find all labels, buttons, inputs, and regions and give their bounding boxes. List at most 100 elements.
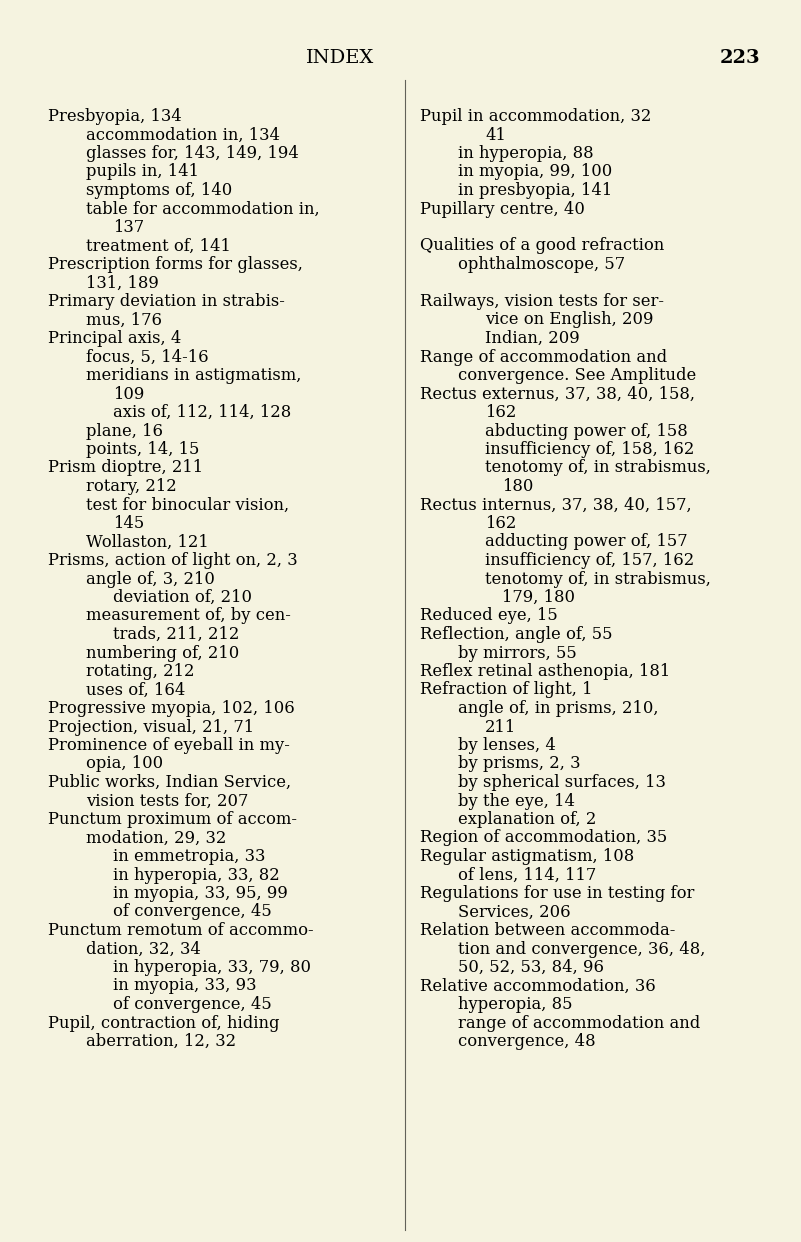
Text: of lens, 114, 117: of lens, 114, 117 bbox=[458, 867, 596, 883]
Text: Punctum remotum of accommo-: Punctum remotum of accommo- bbox=[48, 922, 314, 939]
Text: Regular astigmatism, 108: Regular astigmatism, 108 bbox=[420, 848, 634, 864]
Text: Regulations for use in testing for: Regulations for use in testing for bbox=[420, 886, 694, 902]
Text: Principal axis, 4: Principal axis, 4 bbox=[48, 330, 181, 347]
Text: plane, 16: plane, 16 bbox=[86, 422, 163, 440]
Text: treatment of, 141: treatment of, 141 bbox=[86, 237, 231, 255]
Text: Pupil, contraction of, hiding: Pupil, contraction of, hiding bbox=[48, 1015, 280, 1032]
Text: convergence, 48: convergence, 48 bbox=[458, 1033, 596, 1049]
Text: modation, 29, 32: modation, 29, 32 bbox=[86, 830, 227, 847]
Text: 179, 180: 179, 180 bbox=[502, 589, 575, 606]
Text: Projection, visual, 21, 71: Projection, visual, 21, 71 bbox=[48, 719, 254, 735]
Text: in myopia, 33, 95, 99: in myopia, 33, 95, 99 bbox=[113, 886, 288, 902]
Text: of convergence, 45: of convergence, 45 bbox=[113, 903, 272, 920]
Text: vice on English, 209: vice on English, 209 bbox=[485, 312, 654, 328]
Text: in emmetropia, 33: in emmetropia, 33 bbox=[113, 848, 265, 864]
Text: focus, 5, 14-16: focus, 5, 14-16 bbox=[86, 349, 208, 365]
Text: Presbyopia, 134: Presbyopia, 134 bbox=[48, 108, 182, 125]
Text: trads, 211, 212: trads, 211, 212 bbox=[113, 626, 239, 643]
Text: 109: 109 bbox=[113, 385, 144, 402]
Text: Wollaston, 121: Wollaston, 121 bbox=[86, 534, 209, 550]
Text: range of accommodation and: range of accommodation and bbox=[458, 1015, 700, 1032]
Text: INDEX: INDEX bbox=[306, 48, 374, 67]
Text: aberration, 12, 32: aberration, 12, 32 bbox=[86, 1033, 236, 1049]
Text: hyperopia, 85: hyperopia, 85 bbox=[458, 996, 573, 1013]
Text: mus, 176: mus, 176 bbox=[86, 312, 162, 328]
Text: uses of, 164: uses of, 164 bbox=[86, 682, 185, 698]
Text: Refraction of light, 1: Refraction of light, 1 bbox=[420, 682, 593, 698]
Text: tion and convergence, 36, 48,: tion and convergence, 36, 48, bbox=[458, 940, 706, 958]
Text: 223: 223 bbox=[719, 48, 760, 67]
Text: numbering of, 210: numbering of, 210 bbox=[86, 645, 239, 662]
Text: deviation of, 210: deviation of, 210 bbox=[113, 589, 252, 606]
Text: Services, 206: Services, 206 bbox=[458, 903, 570, 920]
Text: in hyperopia, 33, 82: in hyperopia, 33, 82 bbox=[113, 867, 280, 883]
Text: opia, 100: opia, 100 bbox=[86, 755, 163, 773]
Text: rotating, 212: rotating, 212 bbox=[86, 663, 195, 681]
Text: in myopia, 33, 93: in myopia, 33, 93 bbox=[113, 977, 256, 995]
Text: Rectus internus, 37, 38, 40, 157,: Rectus internus, 37, 38, 40, 157, bbox=[420, 497, 691, 513]
Text: 131, 189: 131, 189 bbox=[86, 274, 159, 292]
Text: Reflex retinal asthenopia, 181: Reflex retinal asthenopia, 181 bbox=[420, 663, 670, 681]
Text: tenotomy of, in strabismus,: tenotomy of, in strabismus, bbox=[485, 570, 710, 587]
Text: by spherical surfaces, 13: by spherical surfaces, 13 bbox=[458, 774, 666, 791]
Text: Punctum proximum of accom-: Punctum proximum of accom- bbox=[48, 811, 297, 828]
Text: symptoms of, 140: symptoms of, 140 bbox=[86, 183, 232, 199]
Text: rotary, 212: rotary, 212 bbox=[86, 478, 177, 496]
Text: in hyperopia, 33, 79, 80: in hyperopia, 33, 79, 80 bbox=[113, 959, 311, 976]
Text: insufficiency of, 157, 162: insufficiency of, 157, 162 bbox=[485, 551, 694, 569]
Text: Reduced eye, 15: Reduced eye, 15 bbox=[420, 607, 557, 625]
Text: axis of, 112, 114, 128: axis of, 112, 114, 128 bbox=[113, 404, 292, 421]
Text: Prescription forms for glasses,: Prescription forms for glasses, bbox=[48, 256, 303, 273]
Text: Qualities of a good refraction: Qualities of a good refraction bbox=[420, 237, 664, 255]
Text: in presbyopia, 141: in presbyopia, 141 bbox=[458, 183, 612, 199]
Text: explanation of, 2: explanation of, 2 bbox=[458, 811, 597, 828]
Text: measurement of, by cen-: measurement of, by cen- bbox=[86, 607, 291, 625]
Text: Range of accommodation and: Range of accommodation and bbox=[420, 349, 667, 365]
Text: angle of, in prisms, 210,: angle of, in prisms, 210, bbox=[458, 700, 658, 717]
Text: in hyperopia, 88: in hyperopia, 88 bbox=[458, 145, 594, 161]
Text: pupils in, 141: pupils in, 141 bbox=[86, 164, 199, 180]
Text: Primary deviation in strabis-: Primary deviation in strabis- bbox=[48, 293, 285, 310]
Text: Relation between accommoda-: Relation between accommoda- bbox=[420, 922, 675, 939]
Text: vision tests for, 207: vision tests for, 207 bbox=[86, 792, 248, 810]
Text: Reflection, angle of, 55: Reflection, angle of, 55 bbox=[420, 626, 613, 643]
Text: angle of, 3, 210: angle of, 3, 210 bbox=[86, 570, 215, 587]
Text: tenotomy of, in strabismus,: tenotomy of, in strabismus, bbox=[485, 460, 710, 477]
Text: test for binocular vision,: test for binocular vision, bbox=[86, 497, 289, 513]
Text: 162: 162 bbox=[485, 515, 517, 532]
Text: dation, 32, 34: dation, 32, 34 bbox=[86, 940, 201, 958]
Text: Prominence of eyeball in my-: Prominence of eyeball in my- bbox=[48, 737, 290, 754]
Text: Indian, 209: Indian, 209 bbox=[485, 330, 580, 347]
Text: abducting power of, 158: abducting power of, 158 bbox=[485, 422, 688, 440]
Text: by the eye, 14: by the eye, 14 bbox=[458, 792, 575, 810]
Text: Region of accommodation, 35: Region of accommodation, 35 bbox=[420, 830, 667, 847]
Text: glasses for, 143, 149, 194: glasses for, 143, 149, 194 bbox=[86, 145, 299, 161]
Text: Pupil in accommodation, 32: Pupil in accommodation, 32 bbox=[420, 108, 651, 125]
Text: points, 14, 15: points, 14, 15 bbox=[86, 441, 199, 458]
Text: 41: 41 bbox=[485, 127, 506, 144]
Text: meridians in astigmatism,: meridians in astigmatism, bbox=[86, 366, 301, 384]
Text: by mirrors, 55: by mirrors, 55 bbox=[458, 645, 577, 662]
Text: 145: 145 bbox=[113, 515, 144, 532]
Text: by lenses, 4: by lenses, 4 bbox=[458, 737, 556, 754]
Text: in myopia, 99, 100: in myopia, 99, 100 bbox=[458, 164, 612, 180]
Text: Pupillary centre, 40: Pupillary centre, 40 bbox=[420, 200, 585, 217]
Text: table for accommodation in,: table for accommodation in, bbox=[86, 200, 320, 217]
Text: Prism dioptre, 211: Prism dioptre, 211 bbox=[48, 460, 203, 477]
Text: Rectus externus, 37, 38, 40, 158,: Rectus externus, 37, 38, 40, 158, bbox=[420, 385, 695, 402]
Text: Relative accommodation, 36: Relative accommodation, 36 bbox=[420, 977, 656, 995]
Text: Public works, Indian Service,: Public works, Indian Service, bbox=[48, 774, 291, 791]
Text: ophthalmoscope, 57: ophthalmoscope, 57 bbox=[458, 256, 625, 273]
Text: Prisms, action of light on, 2, 3: Prisms, action of light on, 2, 3 bbox=[48, 551, 298, 569]
Text: accommodation in, 134: accommodation in, 134 bbox=[86, 127, 280, 144]
Text: Railways, vision tests for ser-: Railways, vision tests for ser- bbox=[420, 293, 664, 310]
Text: of convergence, 45: of convergence, 45 bbox=[113, 996, 272, 1013]
Text: insufficiency of, 158, 162: insufficiency of, 158, 162 bbox=[485, 441, 694, 458]
Text: 137: 137 bbox=[113, 219, 144, 236]
Text: 211: 211 bbox=[485, 719, 517, 735]
Text: Progressive myopia, 102, 106: Progressive myopia, 102, 106 bbox=[48, 700, 295, 717]
Text: convergence. See Amplitude: convergence. See Amplitude bbox=[458, 366, 696, 384]
Text: by prisms, 2, 3: by prisms, 2, 3 bbox=[458, 755, 581, 773]
Text: adducting power of, 157: adducting power of, 157 bbox=[485, 534, 687, 550]
Text: 180: 180 bbox=[502, 478, 533, 496]
